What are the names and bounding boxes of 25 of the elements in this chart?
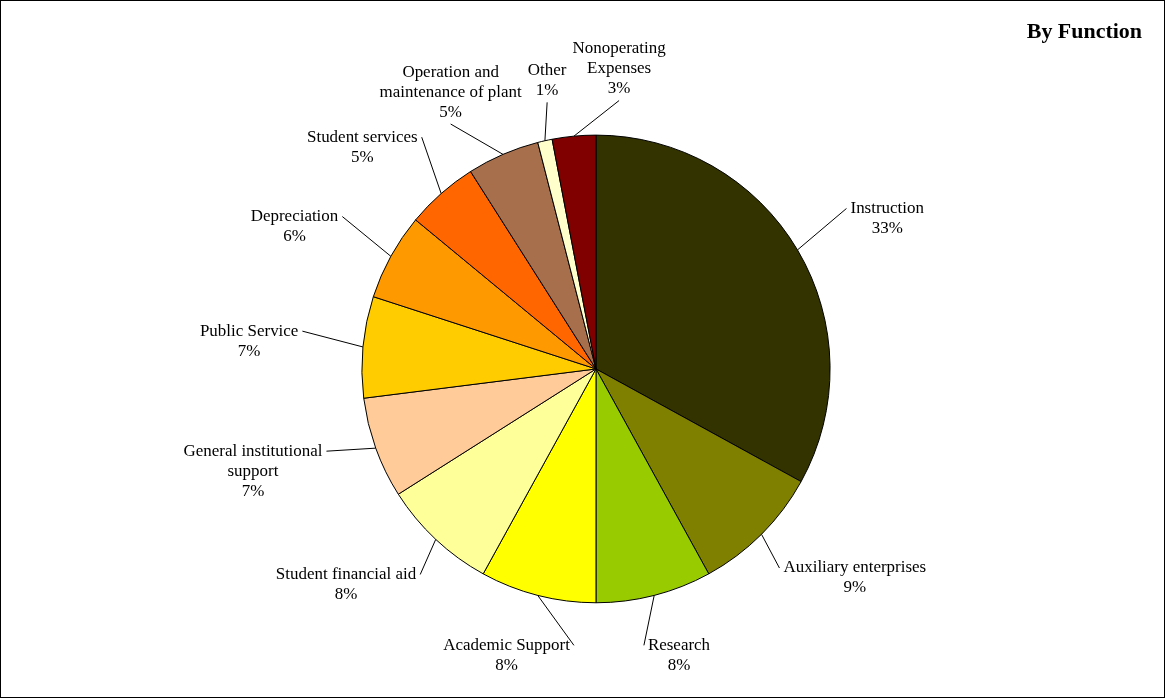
slice-label: Academic Support	[443, 634, 571, 654]
slice-label: Other	[527, 59, 567, 79]
slice-label: Depreciation	[250, 206, 339, 225]
data-label: 3%	[607, 78, 631, 98]
text: By Function	[1026, 17, 1143, 43]
slice-label: Instruction	[850, 197, 925, 217]
data-label: 6%	[283, 225, 306, 245]
slice-label: Research	[647, 634, 711, 654]
data-label: 8%	[667, 654, 691, 674]
slice-label: Nonoperating Expenses	[572, 38, 667, 78]
slice-label: Student services	[306, 126, 418, 146]
slice-label: General institutional support	[183, 440, 323, 480]
data-label: 8%	[334, 583, 358, 603]
data-label: 5%	[439, 101, 462, 121]
slice-label: Public Service	[199, 320, 299, 340]
slice-label: Student financial aid	[275, 563, 417, 583]
data-label: 5%	[351, 146, 374, 166]
data-label: 33%	[871, 217, 903, 237]
data-label: 1%	[535, 79, 559, 99]
data-label: 7%	[237, 340, 261, 360]
slice-label: Operation and maintenance of plant	[379, 61, 523, 101]
data-label: 7%	[241, 480, 265, 500]
data-label: 8%	[495, 654, 518, 674]
data-label: 9%	[843, 577, 867, 597]
slice-label: Auxiliary enterprises	[783, 557, 927, 577]
